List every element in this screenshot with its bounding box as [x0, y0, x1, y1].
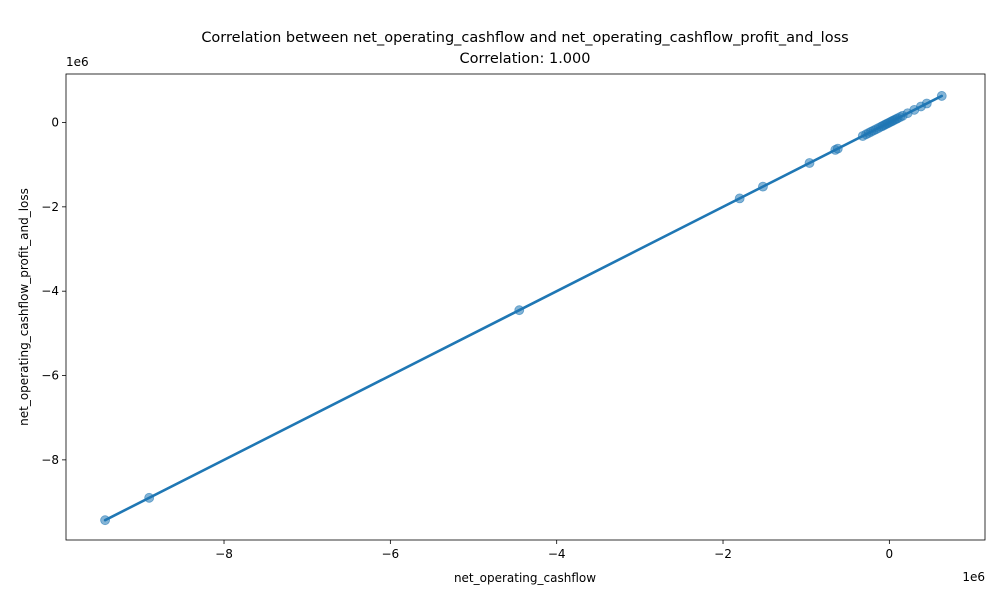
- data-point-7: [832, 143, 843, 154]
- x-axis-ticks: −8 −6 −4 −2 0: [215, 540, 893, 561]
- y-tick-label: −8: [41, 453, 59, 467]
- data-point-3: [734, 193, 745, 204]
- data-point-32: [936, 91, 947, 101]
- x-tick-label: −2: [714, 547, 732, 561]
- x-tick-label: 0: [886, 547, 894, 561]
- plot-marks: [100, 91, 947, 526]
- data-point-1: [144, 492, 155, 503]
- chart-title: Correlation between net_operating_cashfl…: [201, 30, 848, 46]
- data-point-0: [100, 515, 110, 526]
- x-axis-label: net_operating_cashflow: [454, 571, 596, 585]
- y-tick-label: −4: [41, 284, 59, 298]
- data-point-2: [514, 305, 525, 316]
- y-axis-ticks: −8 −6 −4 −2 0: [41, 115, 66, 467]
- data-point-4: [758, 181, 768, 192]
- y-axis-label: net_operating_cashflow_profit_and_loss: [17, 188, 31, 426]
- chart-subtitle: Correlation: 1.000: [460, 51, 591, 67]
- y-tick-label: −6: [41, 369, 59, 383]
- data-point-5: [804, 158, 815, 168]
- plot-frame: [65, 73, 986, 541]
- x-axis-offset-label: 1e6: [962, 570, 985, 584]
- x-tick-label: −6: [382, 547, 400, 561]
- x-tick-label: −4: [548, 547, 566, 561]
- y-axis-offset-label: 1e6: [66, 55, 89, 69]
- data-point-31: [921, 98, 932, 109]
- y-tick-label: 0: [51, 115, 59, 129]
- y-tick-label: −2: [41, 200, 59, 214]
- x-tick-label: −8: [215, 547, 233, 561]
